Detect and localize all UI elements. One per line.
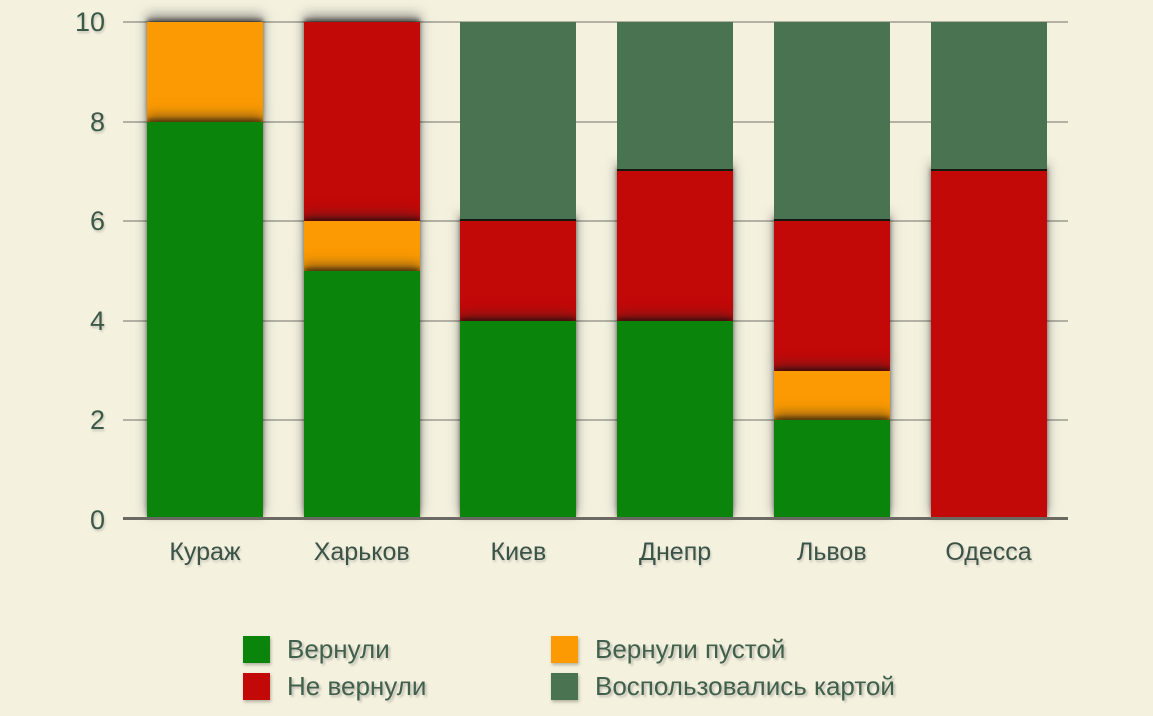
bar-segment xyxy=(303,221,420,271)
bar-Одесса xyxy=(930,22,1047,520)
x-category-label: Львов xyxy=(796,538,867,566)
legend-swatch-vernuli xyxy=(243,636,270,663)
y-tick-label: 2 xyxy=(89,405,105,436)
bar-Харьков xyxy=(303,22,420,520)
y-tick-label: 8 xyxy=(89,106,105,137)
bar-segment xyxy=(460,320,577,520)
legend-swatch-ne-vernuli xyxy=(243,673,270,700)
bar-segment xyxy=(773,22,890,222)
bar-Киев xyxy=(460,22,577,520)
bar-segment xyxy=(773,370,890,421)
legend-label-ne-vernuli: Не вернули xyxy=(287,671,427,701)
gridline xyxy=(123,419,1068,422)
x-category-label: Кураж xyxy=(169,538,241,566)
bar-segment xyxy=(460,22,577,222)
x-category-label: Харьков xyxy=(313,538,410,566)
y-tick-label: 10 xyxy=(74,7,105,37)
gridline xyxy=(123,319,1068,322)
bar-segment xyxy=(617,171,734,321)
x-category-label: Одесса xyxy=(945,538,1032,566)
gridline xyxy=(123,220,1068,223)
bar-segment xyxy=(303,22,420,222)
legend-column-left: Вернули Не вернули xyxy=(243,634,427,701)
bar-segment xyxy=(773,221,890,371)
y-tick-label: 6 xyxy=(89,206,105,237)
bar-segment xyxy=(147,22,263,122)
bar-segment xyxy=(460,221,577,321)
bar-segment xyxy=(930,22,1047,172)
bar-Кураж xyxy=(147,22,263,520)
x-category-label: Киев xyxy=(490,538,547,566)
legend-label-vernuli-pustoy: Вернули пустой xyxy=(595,634,786,664)
bar-Днепр xyxy=(617,22,734,520)
x-category-label: Днепр xyxy=(639,538,712,566)
legend-label-vospolzovalis: Воспользовались картой xyxy=(595,671,895,701)
legend-swatch-vernuli-pustoy xyxy=(551,636,578,663)
gridline xyxy=(123,21,1068,23)
bar-segment xyxy=(617,320,734,520)
legend-label-vernuli: Вернули xyxy=(287,634,390,664)
y-tick-label: 4 xyxy=(89,305,105,336)
bar-segment xyxy=(147,121,263,520)
legend-item-ne-vernuli: Не вернули xyxy=(243,671,427,701)
y-tick-label: 0 xyxy=(89,505,105,535)
bar-segment xyxy=(773,420,890,520)
legend-item-vospolzovalis: Воспользовались картой xyxy=(551,671,895,701)
legend-swatch-vospolzovalis xyxy=(551,673,578,700)
bar-segment xyxy=(617,22,734,172)
gridline xyxy=(123,120,1068,123)
x-axis-baseline xyxy=(123,517,1068,520)
legend-item-vernuli-pustoy: Вернули пустой xyxy=(551,634,895,664)
bar-segment xyxy=(930,171,1047,520)
legend-item-vernuli: Вернули xyxy=(243,634,426,664)
bar-Львов xyxy=(773,22,890,520)
legend-column-right: Вернули пустой Воспользовались картой xyxy=(551,634,895,701)
plot-area xyxy=(123,21,1068,520)
bar-segment xyxy=(303,271,420,520)
